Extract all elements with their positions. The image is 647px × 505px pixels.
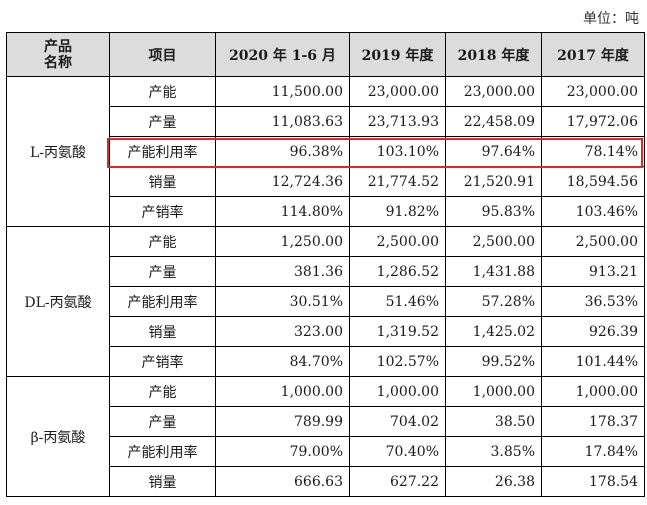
value-cell-2017: 18,594.56 <box>541 166 645 197</box>
item-label: 销量 <box>109 316 216 347</box>
value-cell-2019: 91.82% <box>349 196 446 227</box>
value-cell-2019: 1,319.52 <box>349 316 446 347</box>
value-cell-2019: 70.40% <box>349 436 446 467</box>
value-cell-2017: 1,000.00 <box>541 376 645 407</box>
value-cell-2020h1: 11,083.63 <box>215 106 350 137</box>
value-cell-2018: 97.64% <box>445 136 542 167</box>
value-cell-2020h1: 11,500.00 <box>215 76 350 107</box>
value-cell-2017: 103.46% <box>541 196 645 227</box>
value-cell-2017: 178.54 <box>541 466 645 497</box>
value-cell-2019: 103.10% <box>349 136 446 167</box>
item-label: 产能 <box>109 376 216 407</box>
header-item: 项目 <box>109 32 216 77</box>
value-cell-2019: 1,000.00 <box>349 376 446 407</box>
item-label: 产能利用率 <box>109 436 216 467</box>
table-row: 产量 11,083.63 23,713.93 22,458.09 17,972.06 <box>7 106 645 137</box>
header-2017: 2017 年度 <box>541 32 645 77</box>
unit-label: 单位：吨 <box>583 11 639 27</box>
item-label: 产量 <box>109 106 216 137</box>
capacity-table: 产品 名称 项目 2020 年 1-6 月 2019 年度 2018 年度 20… <box>6 32 645 497</box>
item-label: 产能利用率 <box>109 136 216 167</box>
table-row: 产量 789.99 704.02 38.50 178.37 <box>7 406 645 437</box>
table-row: 产能利用率 96.38% 103.10% 97.64% 78.14% <box>7 136 645 167</box>
item-label: 产销率 <box>109 196 216 227</box>
value-cell-2018: 26.38 <box>445 466 542 497</box>
item-label: 产能利用率 <box>109 286 216 317</box>
value-cell-2018: 38.50 <box>445 406 542 437</box>
value-cell-2018: 21,520.91 <box>445 166 542 197</box>
value-cell-2018: 1,425.02 <box>445 316 542 347</box>
header-2018: 2018 年度 <box>445 32 542 77</box>
value-cell-2017: 17,972.06 <box>541 106 645 137</box>
item-label: 产能 <box>109 226 216 257</box>
header-2020h1: 2020 年 1-6 月 <box>215 32 350 77</box>
value-cell-2017: 913.21 <box>541 256 645 287</box>
value-cell-2020h1: 79.00% <box>215 436 350 467</box>
value-cell-2019: 2,500.00 <box>349 226 446 257</box>
product-name: DL-丙氨酸 <box>6 226 110 377</box>
value-cell-2017: 17.84% <box>541 436 645 467</box>
header-2019: 2019 年度 <box>349 32 446 77</box>
value-cell-2020h1: 789.99 <box>215 406 350 437</box>
table-row: 产销率 114.80% 91.82% 95.83% 103.46% <box>7 196 645 227</box>
value-cell-2018: 95.83% <box>445 196 542 227</box>
header-product-line-1: 产品 <box>44 38 72 55</box>
value-cell-2017: 78.14% <box>541 136 645 167</box>
value-cell-2018: 22,458.09 <box>445 106 542 137</box>
value-cell-2017: 101.44% <box>541 346 645 377</box>
value-cell-2020h1: 114.80% <box>215 196 350 227</box>
value-cell-2018: 2,500.00 <box>445 226 542 257</box>
value-cell-2018: 3.85% <box>445 436 542 467</box>
value-cell-2017: 36.53% <box>541 286 645 317</box>
header-product: 产品 名称 <box>6 32 110 77</box>
item-label: 销量 <box>109 466 216 497</box>
value-cell-2018: 99.52% <box>445 346 542 377</box>
table-row: 产能利用率 30.51% 51.46% 57.28% 36.53% <box>7 286 645 317</box>
value-cell-2019: 704.02 <box>349 406 446 437</box>
value-cell-2020h1: 84.70% <box>215 346 350 377</box>
value-cell-2017: 23,000.00 <box>541 76 645 107</box>
value-cell-2020h1: 1,250.00 <box>215 226 350 257</box>
table-row: 产量 381.36 1,286.52 1,431.88 913.21 <box>7 256 645 287</box>
product-name: β-丙氨酸 <box>6 376 110 497</box>
table-row: L-丙氨酸 产能 11,500.00 23,000.00 23,000.00 23,000… <box>6 76 645 227</box>
value-cell-2020h1: 1,000.00 <box>215 376 350 407</box>
value-cell-2018: 1,000.00 <box>445 376 542 407</box>
value-cell-2018: 1,431.88 <box>445 256 542 287</box>
table-row: DL-丙氨酸 产能 1,250.00 2,500.00 2,500.00 2,500.00 <box>6 226 645 377</box>
header-row: 产品 名称 项目 2020 年 1-6 月 2019 年度 2018 年度 20… <box>6 32 645 77</box>
table-row: β-丙氨酸 产能 1,000.00 1,000.00 1,000.00 1,000.00 <box>6 376 645 497</box>
value-cell-2017: 2,500.00 <box>541 226 645 257</box>
value-cell-2020h1: 96.38% <box>215 136 350 167</box>
value-cell-2019: 1,286.52 <box>349 256 446 287</box>
value-cell-2019: 627.22 <box>349 466 446 497</box>
item-label: 产能 <box>109 76 216 107</box>
value-cell-2020h1: 30.51% <box>215 286 350 317</box>
item-label: 产销率 <box>109 346 216 377</box>
value-cell-2017: 178.37 <box>541 406 645 437</box>
value-cell-2020h1: 666.63 <box>215 466 350 497</box>
value-cell-2019: 23,000.00 <box>349 76 446 107</box>
value-cell-2019: 23,713.93 <box>349 106 446 137</box>
product-name: L-丙氨酸 <box>6 76 110 227</box>
value-cell-2019: 21,774.52 <box>349 166 446 197</box>
value-cell-2018: 57.28% <box>445 286 542 317</box>
header-product-line-2: 名称 <box>44 54 72 71</box>
value-cell-2019: 102.57% <box>349 346 446 377</box>
item-label: 销量 <box>109 166 216 197</box>
value-cell-2018: 23,000.00 <box>445 76 542 107</box>
item-label: 产量 <box>109 406 216 437</box>
table-row: 销量 666.63 627.22 26.38 178.54 <box>7 466 645 497</box>
value-cell-2017: 926.39 <box>541 316 645 347</box>
value-cell-2020h1: 323.00 <box>215 316 350 347</box>
item-label: 产量 <box>109 256 216 287</box>
value-cell-2020h1: 12,724.36 <box>215 166 350 197</box>
value-cell-2019: 51.46% <box>349 286 446 317</box>
value-cell-2020h1: 381.36 <box>215 256 350 287</box>
table-row: 产能利用率 79.00% 70.40% 3.85% 17.84% <box>7 436 645 467</box>
